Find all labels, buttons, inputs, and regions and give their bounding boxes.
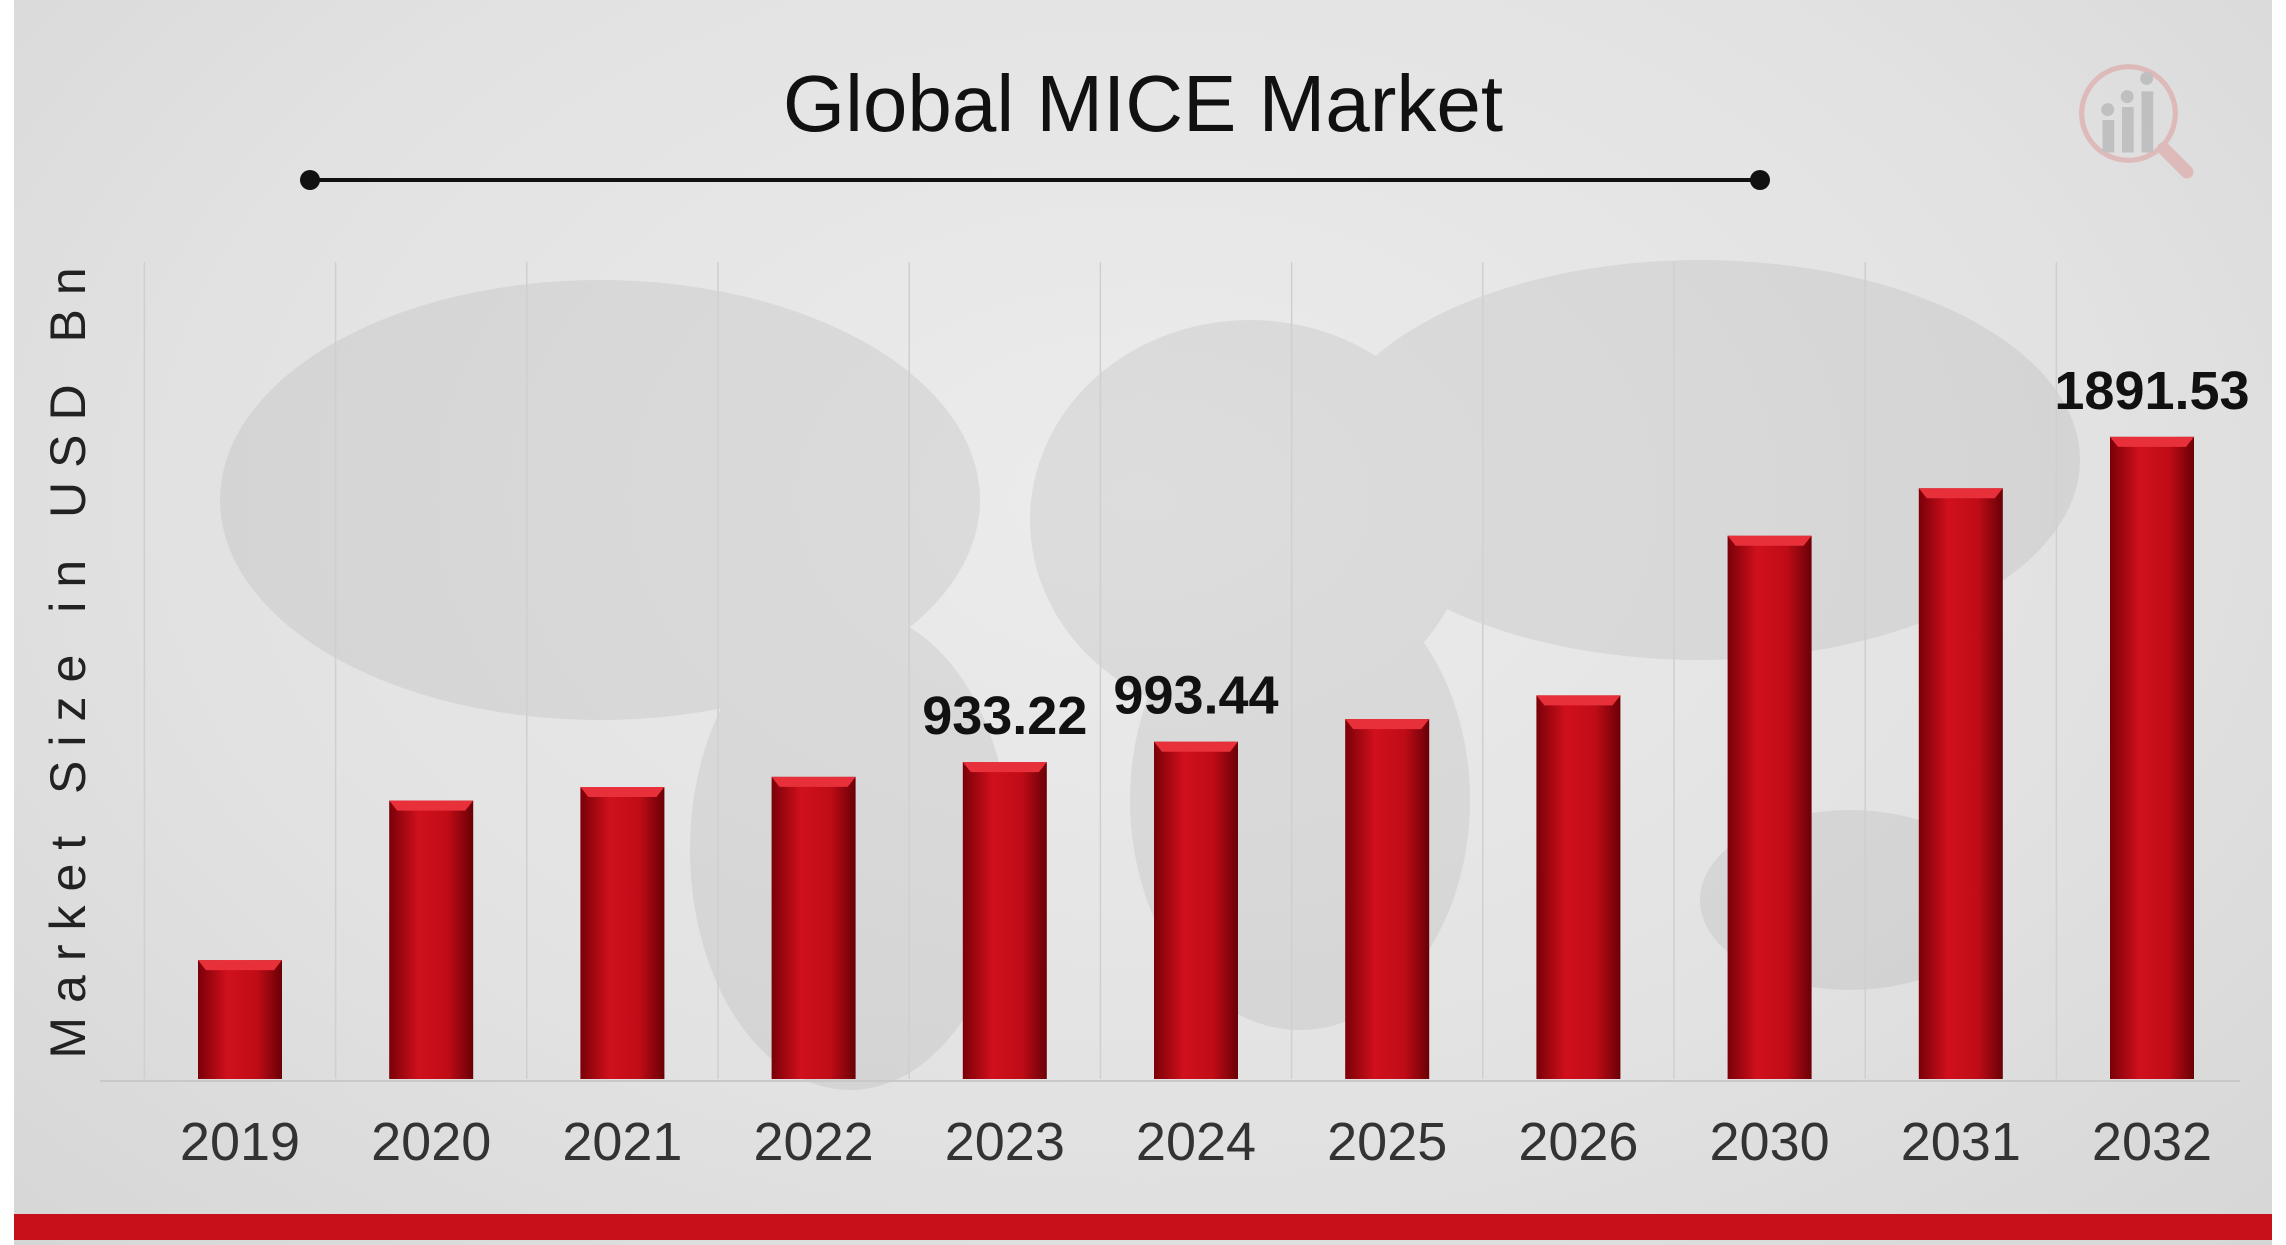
data-label-2023: 933.22 (922, 686, 1087, 746)
x-tick-label: 2024 (1136, 1112, 1256, 1172)
x-tick-label: 2020 (371, 1112, 491, 1172)
x-tick-label: 2032 (2092, 1112, 2212, 1172)
x-tick-label: 2022 (754, 1112, 874, 1172)
x-tick-label: 2025 (1327, 1112, 1447, 1172)
bar-2032 (2110, 436, 2194, 1079)
data-label-2024: 993.44 (1113, 666, 1278, 726)
divider-dot-right (1750, 170, 1770, 190)
bar-2024 (1154, 741, 1238, 1079)
data-label-2032: 1891.53 (2054, 361, 2249, 421)
x-tick-label: 2021 (562, 1112, 682, 1172)
x-tick-label: 2026 (1518, 1112, 1638, 1172)
footer-accent-bar (14, 1214, 2272, 1240)
bar-cap-2020 (389, 800, 474, 811)
x-tick-label: 2031 (1901, 1112, 2021, 1172)
bar-cap-2023 (962, 762, 1047, 773)
bar-2023 (962, 762, 1047, 1079)
x-tick-label: 2019 (180, 1112, 300, 1172)
bar-cap-2025 (1345, 719, 1430, 730)
x-tick-label: 2030 (1710, 1112, 1830, 1172)
bar-cap-2030 (1727, 535, 1812, 546)
bar-cap-2019 (198, 960, 282, 971)
bar-2030 (1727, 535, 1812, 1079)
bar-2031 (1918, 488, 2003, 1079)
chart-title: Global MICE Market (782, 59, 1504, 148)
bar-2021 (580, 787, 665, 1079)
bar-cap-2022 (771, 776, 856, 787)
title-divider (310, 178, 1760, 182)
bar-cap-2031 (1918, 488, 2003, 499)
bar-2025 (1345, 719, 1430, 1079)
bar-2026 (1536, 695, 1621, 1079)
bar-cap-2032 (2110, 436, 2194, 447)
brand-logo-icon (2079, 64, 2194, 179)
x-tick-label: 2023 (945, 1112, 1065, 1172)
bar-2020 (389, 800, 474, 1079)
bar-cap-2026 (1536, 695, 1621, 706)
bar-2022 (771, 776, 856, 1079)
bar-cap-2024 (1154, 741, 1238, 752)
divider-dot-left (300, 170, 320, 190)
bar-2019 (198, 960, 282, 1079)
bar-cap-2021 (580, 787, 665, 798)
